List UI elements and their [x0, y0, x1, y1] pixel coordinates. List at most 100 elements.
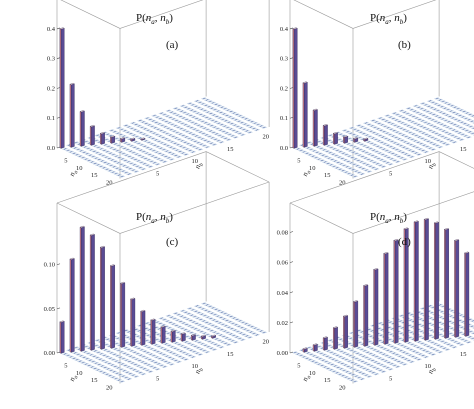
floor-cell [136, 136, 143, 140]
floor-cell [420, 131, 427, 135]
bar-side-face [170, 330, 173, 343]
floor-cell [88, 365, 96, 369]
floor-cell [179, 104, 186, 108]
bar-side-face [59, 28, 62, 149]
floor-cell [137, 371, 144, 374]
floor-cell [248, 120, 256, 123]
bar [353, 137, 359, 143]
floor-cell [204, 350, 211, 354]
floor-cell [324, 150, 331, 153]
floor-cell [402, 123, 409, 126]
floor-cell [385, 156, 392, 159]
floor-cell [360, 132, 367, 135]
floor-cell [391, 346, 399, 350]
floor-cell [175, 331, 182, 334]
floor-cell [200, 114, 207, 118]
floor-cell [76, 359, 84, 363]
floor-cell [357, 353, 364, 356]
floor-cell [181, 128, 188, 132]
floor-cell [200, 319, 207, 323]
floor-cell [452, 118, 459, 121]
floor-cell [176, 325, 183, 329]
floor-cell [452, 135, 459, 139]
floor-cell [209, 101, 217, 105]
floor-cell [220, 317, 228, 321]
floor-cell [404, 112, 411, 115]
floor-cell [433, 97, 441, 100]
floor-cell [365, 345, 372, 349]
z-tick-mark [289, 146, 294, 149]
floor-cell [361, 162, 368, 165]
floor-cell [190, 133, 197, 136]
floor-cell [145, 363, 152, 367]
floor-cell [344, 130, 351, 134]
floor-cell [431, 142, 438, 146]
floor-cell [185, 142, 192, 145]
floor-cell [211, 313, 219, 316]
floor-cell [347, 132, 354, 135]
floor-cell [415, 358, 423, 361]
floor-cell [133, 152, 140, 156]
floor-cell [345, 160, 352, 163]
floor-cell [341, 129, 348, 132]
bar-top-face [342, 135, 349, 138]
floor-cell [394, 160, 401, 164]
floor-cell [185, 312, 192, 315]
floor-cell [180, 146, 188, 149]
floor-cell [94, 356, 101, 359]
floor-cell [448, 104, 456, 107]
floor-cell [386, 121, 393, 124]
floor-cell [397, 337, 404, 340]
floor-cell [184, 335, 191, 338]
floor-cell [431, 347, 438, 351]
floor-cell [130, 168, 137, 172]
floor-cell [368, 347, 375, 350]
floor-cell [429, 101, 437, 104]
floor-cell [107, 151, 114, 155]
floor-cell [141, 145, 148, 148]
floor-cell [379, 135, 387, 139]
floor-cell [398, 361, 405, 365]
floor-cell [117, 168, 124, 171]
floor-cell [347, 372, 354, 375]
floor-cell [250, 127, 258, 130]
floor-cell [169, 152, 176, 156]
floor-cell [457, 108, 465, 112]
floor-cell [147, 370, 154, 373]
floor-cell [143, 122, 150, 125]
floor-cell [438, 310, 446, 313]
floor-cell [217, 316, 225, 319]
floor-cell [327, 163, 335, 167]
floor-cell [415, 346, 422, 349]
floor-cell [314, 151, 321, 154]
floor-cell [208, 311, 216, 315]
bar [59, 320, 65, 354]
floor-cell [348, 378, 356, 382]
floor-cell [125, 348, 132, 351]
floor-cell [223, 336, 230, 340]
na-tick-label: 15 [324, 172, 331, 179]
nb-axis-label: nb [193, 366, 206, 376]
floor-cell [130, 151, 137, 154]
floor-cell [115, 161, 122, 165]
floor-cell [96, 158, 103, 161]
floor-cell [366, 170, 373, 173]
floor-cell [144, 369, 151, 372]
floor-cell [467, 330, 474, 333]
floor-cell [176, 138, 183, 141]
floor-cell [339, 169, 347, 172]
floor-cell [435, 139, 442, 142]
z-tick-label: 0.1 [47, 115, 55, 122]
floor-cell [452, 340, 459, 344]
floor-cell [217, 111, 225, 114]
floor-cell [374, 162, 381, 166]
floor-cell [379, 123, 386, 127]
floor-cell [106, 169, 114, 172]
floor-cell [415, 153, 423, 156]
floor-cell [163, 354, 170, 358]
floor-cell [112, 347, 119, 351]
floor-cell [225, 343, 232, 346]
floor-cell [204, 110, 211, 114]
floor-cell [229, 322, 237, 325]
bar [140, 137, 146, 141]
